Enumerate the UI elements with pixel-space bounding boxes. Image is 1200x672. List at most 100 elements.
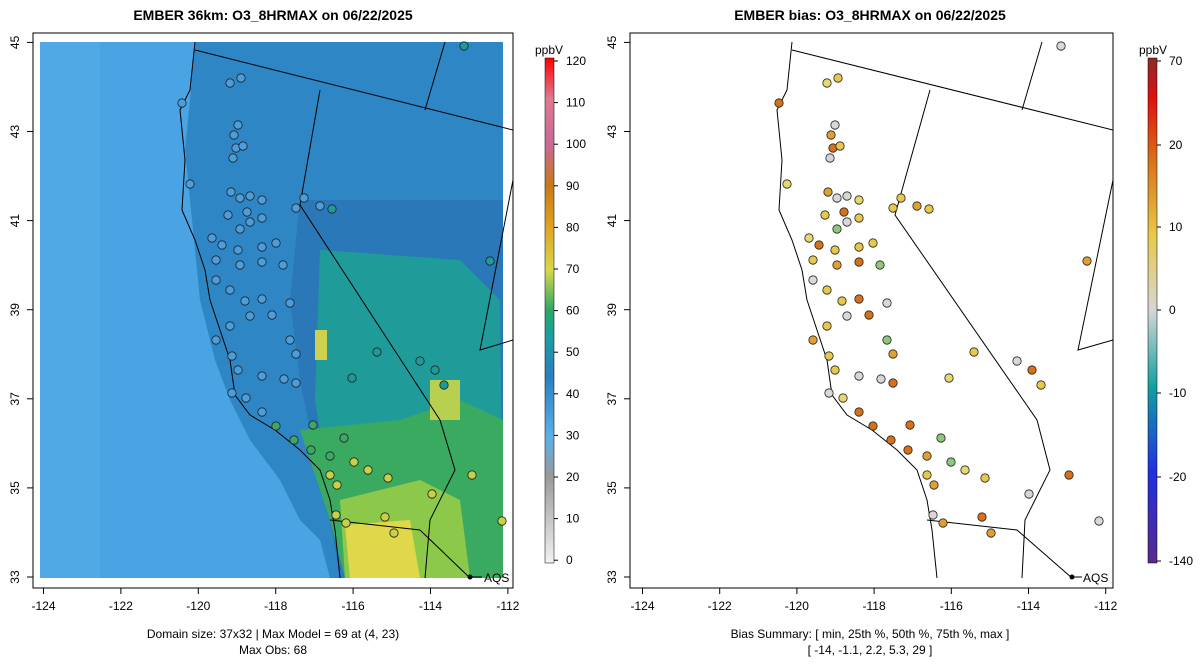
- site-marker: [278, 260, 288, 270]
- site-marker: [285, 335, 295, 345]
- site-marker: [332, 480, 342, 490]
- site-marker: [864, 310, 874, 320]
- site-marker: [824, 388, 834, 398]
- left-colorbar: [544, 57, 555, 564]
- site-marker: [969, 347, 979, 357]
- site-marker: [886, 435, 896, 445]
- site-marker: [980, 473, 990, 483]
- site-marker: [808, 275, 818, 285]
- site-marker: [241, 393, 251, 403]
- left-ocean-west: [40, 42, 100, 578]
- site-marker: [331, 510, 341, 520]
- left-aqs-label: AQS: [484, 571, 509, 585]
- colorbar-tick-label: -10: [1169, 386, 1187, 400]
- site-marker: [257, 195, 267, 205]
- site-marker: [271, 421, 281, 431]
- colorbar-tick-label: 110: [566, 96, 585, 110]
- site-marker: [497, 516, 507, 526]
- lat-tick-label: 37: [8, 392, 22, 406]
- colorbar-tick-label: 0: [1169, 303, 1176, 317]
- site-marker: [839, 207, 849, 217]
- colorbar-tick-label: 70: [1169, 54, 1183, 68]
- site-marker: [938, 518, 948, 528]
- site-marker: [341, 518, 351, 528]
- site-marker: [986, 528, 996, 538]
- site-marker: [822, 285, 832, 295]
- colorbar-tick-label: 80: [566, 220, 580, 234]
- colorbar-tick-label: 30: [566, 428, 580, 442]
- colorbar-tick-label: -20: [1169, 470, 1187, 484]
- lon-tick-label: -118: [264, 599, 287, 613]
- site-marker: [485, 256, 495, 266]
- site-marker: [235, 224, 245, 234]
- left-frame: [32, 32, 514, 589]
- left-border-ca-nv: [299, 89, 456, 579]
- lon-tick-label: -112: [496, 599, 519, 613]
- site-marker: [842, 191, 852, 201]
- site-marker: [1036, 380, 1046, 390]
- right-frame: [629, 32, 1114, 589]
- lon-tick-label: -124: [31, 599, 55, 613]
- site-marker: [363, 465, 373, 475]
- site-marker: [905, 420, 915, 430]
- site-marker: [888, 203, 898, 213]
- left-footer-1: Domain size: 37x32 | Max Model = 69 at (…: [147, 627, 399, 641]
- site-marker: [1082, 256, 1092, 266]
- site-marker: [922, 470, 932, 480]
- site-marker: [808, 255, 818, 265]
- site-marker: [876, 374, 886, 384]
- lat-tick-label: 41: [8, 214, 22, 228]
- site-marker: [928, 510, 938, 520]
- left-land-patch2: [315, 330, 327, 360]
- site-marker: [289, 435, 299, 445]
- left-panel: EMBER 36km: O3_8HRMAX on 06/22/2025: [8, 7, 586, 657]
- site-marker: [854, 213, 864, 223]
- right-border-mx: [926, 519, 1073, 579]
- site-marker: [389, 528, 399, 538]
- left-footer-2: Max Obs: 68: [239, 643, 307, 657]
- left-border-mx: [329, 519, 471, 579]
- left-land-yellow2: [345, 520, 420, 578]
- site-marker: [279, 374, 289, 384]
- site-marker: [439, 380, 449, 390]
- site-marker: [808, 335, 818, 345]
- site-marker: [832, 260, 842, 270]
- site-marker: [820, 210, 830, 220]
- site-marker: [888, 349, 898, 359]
- site-marker: [903, 445, 913, 455]
- right-border-ut: [1077, 179, 1113, 351]
- lat-tick-label: 33: [605, 570, 619, 584]
- site-marker: [327, 204, 337, 214]
- site-marker: [325, 470, 335, 480]
- site-marker: [430, 365, 440, 375]
- colorbar-tick-label: 70: [566, 262, 580, 276]
- colorbar-tick-label: 0: [566, 553, 573, 567]
- site-marker: [467, 470, 477, 480]
- right-sites: [774, 41, 1104, 538]
- lat-tick-label: 39: [8, 303, 22, 317]
- right-aqs-label: AQS: [1083, 571, 1108, 585]
- site-marker: [245, 217, 255, 227]
- site-marker: [854, 407, 864, 417]
- site-marker: [830, 245, 840, 255]
- colorbar-tick-label: 20: [1169, 138, 1183, 152]
- site-marker: [271, 238, 281, 248]
- site-marker: [854, 242, 864, 252]
- site-marker: [822, 321, 832, 331]
- site-marker: [804, 233, 814, 243]
- site-marker: [185, 179, 195, 189]
- site-marker: [227, 351, 237, 361]
- site-marker: [225, 285, 235, 295]
- site-marker: [235, 193, 245, 203]
- site-marker: [814, 240, 824, 250]
- site-marker: [233, 245, 243, 255]
- site-marker: [896, 193, 906, 203]
- lon-tick-label: -122: [708, 599, 732, 613]
- site-marker: [824, 351, 834, 361]
- colorbar-tick-label: 50: [566, 345, 580, 359]
- lon-tick-label: -120: [186, 599, 210, 613]
- site-marker: [882, 298, 892, 308]
- right-map-area: [630, 33, 1113, 588]
- lat-tick-label: 45: [8, 35, 22, 49]
